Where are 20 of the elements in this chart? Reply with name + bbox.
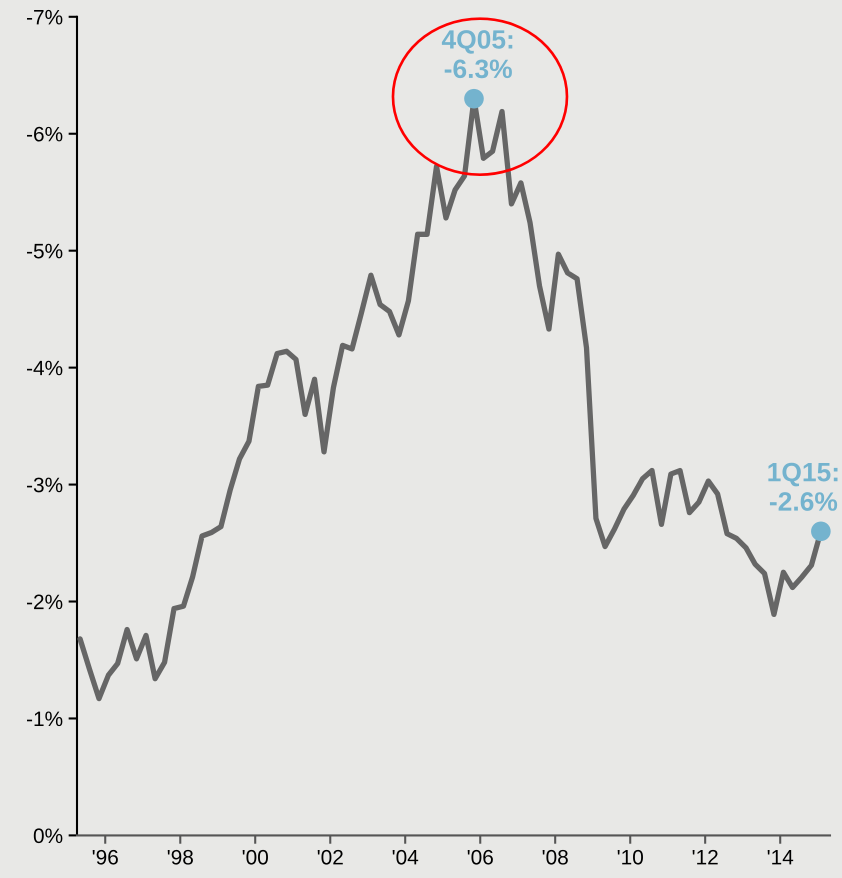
x-tick-label: '14 — [768, 850, 794, 864]
x-tick-label: '06 — [468, 850, 493, 865]
data-label: 4Q05: -6.3% — [442, 30, 512, 78]
y-tick-label: -1% — [26, 712, 62, 726]
x-tick-label: '96 — [92, 850, 118, 865]
x-tick-label: '00 — [242, 850, 268, 865]
x-tick-label: '12 — [692, 850, 718, 864]
data-label: 1Q15: -2.6% — [768, 462, 838, 511]
y-tick-label: 0% — [34, 828, 62, 844]
y-tick-label: -7% — [26, 10, 62, 24]
x-tick-label: '04 — [392, 850, 418, 865]
x-tick-label: '02 — [318, 850, 343, 865]
x-tick-label: '08 — [542, 850, 568, 865]
x-tick-label: '10 — [618, 850, 643, 865]
y-tick-label: -5% — [26, 244, 62, 258]
y-tick-label: -6% — [26, 126, 62, 142]
x-tick-label: '98 — [168, 850, 193, 865]
y-tick-label: -2% — [26, 594, 62, 610]
y-tick-label: -3% — [26, 478, 62, 492]
y-tick-label: -4% — [26, 360, 62, 376]
